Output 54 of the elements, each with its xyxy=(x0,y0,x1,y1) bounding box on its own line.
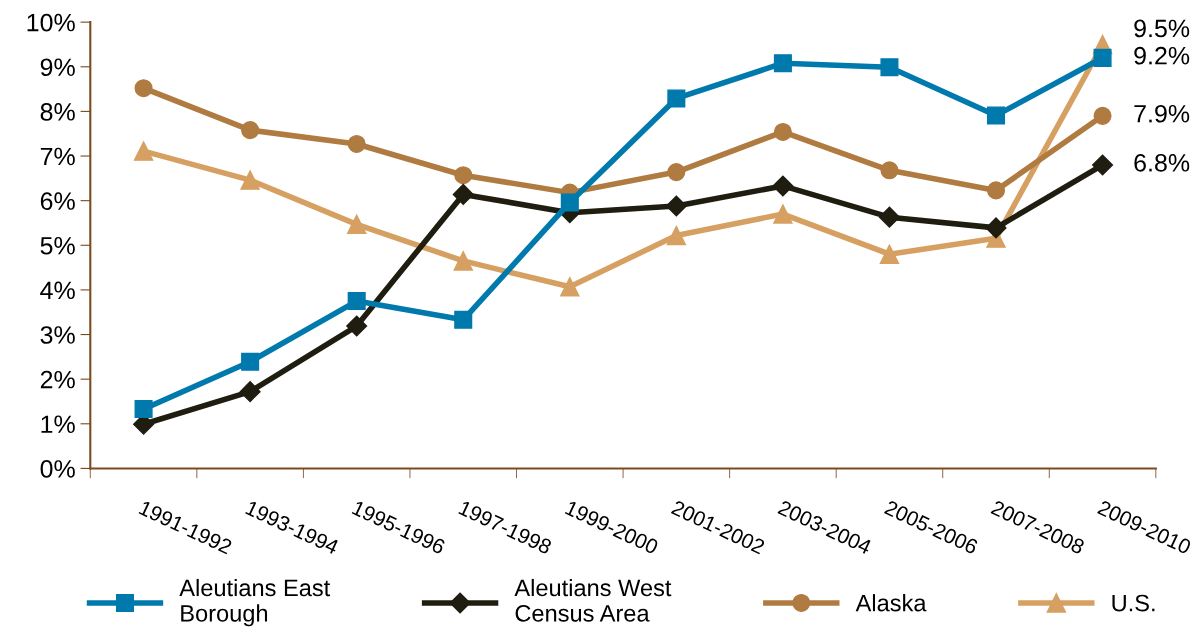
point xyxy=(879,244,900,264)
point xyxy=(134,79,153,98)
point xyxy=(133,141,154,161)
point xyxy=(454,310,473,329)
point xyxy=(134,400,153,419)
point xyxy=(878,206,900,228)
data-label: 6.8% xyxy=(1134,153,1190,172)
point xyxy=(666,225,687,246)
data-label: 9.5% xyxy=(1134,19,1190,38)
point xyxy=(453,251,473,271)
point xyxy=(985,217,1007,239)
point xyxy=(241,352,260,371)
legend-label: Alaska xyxy=(855,594,927,612)
point xyxy=(240,170,260,190)
point xyxy=(347,292,366,311)
point xyxy=(880,161,899,180)
y-tick-label: 7% xyxy=(40,147,75,166)
y-tick-label: 0% xyxy=(40,460,75,478)
point xyxy=(773,54,792,73)
point xyxy=(560,193,579,212)
legend-label: Aleutians East Borough xyxy=(179,578,331,627)
data-label: 9.2% xyxy=(1134,46,1190,65)
point xyxy=(560,277,580,297)
point xyxy=(347,134,366,154)
point xyxy=(773,122,792,141)
point xyxy=(986,106,1006,125)
point xyxy=(665,195,687,217)
y-tick-label: 3% xyxy=(40,326,75,344)
point xyxy=(1093,48,1112,67)
y-tick-label: 2% xyxy=(40,370,75,389)
point xyxy=(239,381,261,403)
point xyxy=(667,89,686,108)
y-tick-label: 5% xyxy=(40,237,75,255)
point xyxy=(880,58,899,77)
y-tick-label: 10% xyxy=(27,13,75,32)
legend-label: U.S. xyxy=(1112,594,1155,612)
point xyxy=(241,121,260,140)
y-tick-label: 9% xyxy=(40,58,75,77)
y-tick-label: 6% xyxy=(40,192,75,210)
point xyxy=(454,166,473,185)
point xyxy=(667,163,686,182)
point xyxy=(986,181,1006,200)
point xyxy=(772,175,794,197)
data-label: 7.9% xyxy=(1134,104,1190,123)
y-tick-label: 1% xyxy=(41,415,75,433)
point xyxy=(773,204,793,224)
legend-label: Aleutians West Census Area xyxy=(514,578,672,622)
point xyxy=(346,214,367,235)
point xyxy=(1093,106,1112,125)
y-tick-label: 4% xyxy=(40,281,75,300)
y-tick-label: 8% xyxy=(40,103,75,121)
point xyxy=(1092,154,1114,176)
point xyxy=(452,183,474,205)
point xyxy=(346,315,368,337)
